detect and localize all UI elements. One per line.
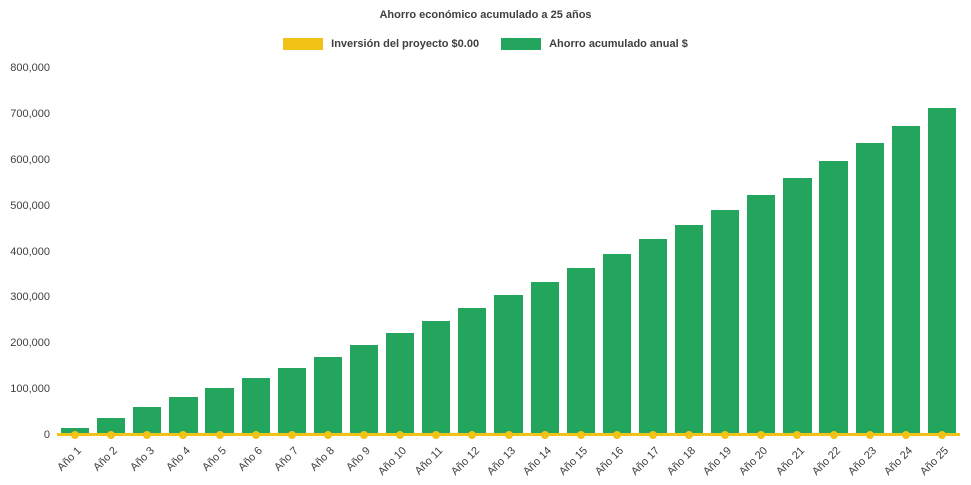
- investment-point: [287, 431, 296, 439]
- x-tick-label: Año 10: [376, 444, 410, 478]
- bar-año-11[interactable]: [422, 320, 451, 435]
- investment-point: [757, 431, 766, 439]
- chart-legend: Inversión del proyecto $0.00 Ahorro acum…: [0, 38, 971, 50]
- bar-año-8[interactable]: [313, 357, 342, 435]
- x-tick-label: Año 25: [918, 444, 952, 478]
- investment-point: [793, 431, 802, 439]
- investment-point: [107, 431, 116, 439]
- investment-point: [396, 431, 405, 439]
- x-tick-label: Año 8: [308, 444, 338, 474]
- x-tick-label: Año 3: [127, 444, 157, 474]
- y-tick-label: 0: [43, 429, 50, 441]
- y-tick-label: 200,000: [10, 337, 50, 350]
- y-tick-label: 500,000: [10, 199, 50, 212]
- investment-point: [71, 431, 80, 439]
- investment-point: [143, 431, 152, 439]
- bar-año-13[interactable]: [494, 295, 523, 435]
- bar-año-7[interactable]: [277, 368, 306, 435]
- x-tick-label: Año 5: [199, 444, 229, 474]
- bar-año-17[interactable]: [638, 239, 668, 435]
- x-tick-label: Año 9: [344, 444, 374, 474]
- y-tick-label: 300,000: [10, 291, 50, 304]
- bar-año-9[interactable]: [349, 345, 379, 435]
- investment-point: [468, 431, 477, 439]
- investment-point: [179, 431, 188, 439]
- bar-año-6[interactable]: [241, 378, 270, 435]
- investment-point: [215, 431, 224, 439]
- investment-point: [432, 431, 441, 439]
- investment-point: [721, 431, 730, 439]
- y-tick-label: 700,000: [10, 107, 50, 120]
- x-tick-label: Año 4: [163, 444, 193, 474]
- x-tick-label: Año 24: [881, 444, 916, 478]
- x-tick-label: Año 22: [809, 444, 843, 478]
- y-tick-label: 100,000: [10, 383, 50, 396]
- bar-año-22[interactable]: [819, 160, 848, 435]
- bar-año-10[interactable]: [386, 333, 415, 435]
- legend-item-savings[interactable]: Ahorro acumulado anual $: [501, 38, 688, 50]
- investment-point: [901, 431, 910, 439]
- y-tick-label: 400,000: [10, 245, 50, 258]
- x-tick-label: Año 12: [448, 444, 482, 478]
- bar-año-18[interactable]: [675, 224, 704, 435]
- plot-area: [57, 68, 960, 439]
- y-tick-label: 600,000: [10, 153, 50, 166]
- investment-point: [360, 431, 369, 439]
- x-tick-label: Año 14: [520, 444, 554, 478]
- x-tick-label: Año 20: [737, 444, 771, 478]
- investment-point: [504, 431, 513, 439]
- bar-año-15[interactable]: [566, 268, 595, 435]
- x-tick-label: Año 1: [55, 444, 85, 474]
- bar-año-12[interactable]: [458, 307, 487, 435]
- bar-año-4[interactable]: [169, 397, 198, 435]
- investment-point: [937, 431, 946, 439]
- investment-point: [865, 431, 874, 439]
- x-tick-label: Año 23: [845, 444, 879, 478]
- bar-año-21[interactable]: [783, 177, 812, 435]
- bar-año-14[interactable]: [530, 281, 559, 435]
- bar-año-19[interactable]: [711, 210, 740, 435]
- bar-año-20[interactable]: [747, 194, 776, 435]
- investment-point: [648, 431, 657, 439]
- x-tick-label: Año 19: [701, 444, 735, 478]
- x-tick-label: Año 15: [556, 444, 590, 478]
- investment-point: [576, 431, 585, 439]
- legend-item-investment[interactable]: Inversión del proyecto $0.00: [283, 38, 479, 50]
- x-tick-label: Año 11: [412, 444, 446, 478]
- bar-año-16[interactable]: [602, 253, 631, 435]
- investment-point: [540, 431, 549, 439]
- x-tick-label: Año 7: [272, 444, 302, 474]
- investment-point: [829, 431, 838, 439]
- bar-año-2[interactable]: [97, 417, 126, 435]
- legend-label-investment: Inversión del proyecto $0.00: [331, 38, 480, 50]
- bar-año-24[interactable]: [891, 126, 920, 435]
- bar-año-5[interactable]: [205, 387, 234, 435]
- bar-año-25[interactable]: [927, 108, 957, 435]
- legend-label-savings: Ahorro acumulado anual $: [549, 38, 688, 50]
- investment-point: [685, 431, 694, 439]
- x-tick-label: Año 21: [773, 444, 807, 478]
- y-tick-label: 800,000: [10, 62, 50, 74]
- investment-point: [251, 431, 260, 439]
- x-tick-label: Año 18: [665, 444, 699, 478]
- investment-swatch: [283, 38, 324, 50]
- x-tick-label: Año 13: [484, 444, 518, 478]
- bar-año-3[interactable]: [133, 407, 162, 435]
- investment-point: [323, 431, 332, 439]
- x-tick-label: Año 17: [629, 444, 663, 478]
- investment-point: [612, 431, 621, 439]
- chart-title: Ahorro económico acumulado a 25 años: [379, 9, 592, 21]
- bar-año-23[interactable]: [855, 143, 884, 435]
- x-tick-label: Año 6: [236, 444, 265, 474]
- x-tick-label: Año 16: [592, 444, 627, 478]
- savings-swatch: [501, 38, 542, 50]
- x-tick-label: Año 2: [91, 444, 121, 474]
